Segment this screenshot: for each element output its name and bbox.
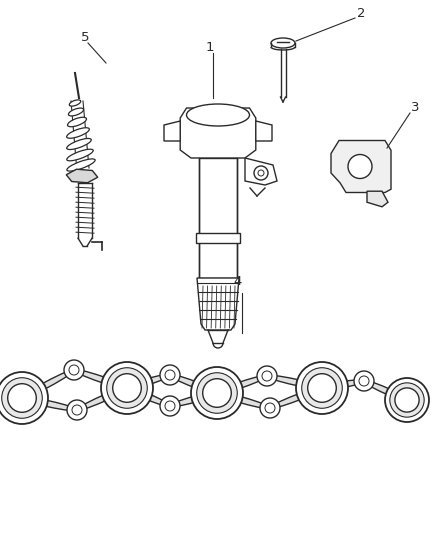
Circle shape	[302, 368, 342, 408]
Circle shape	[359, 376, 369, 386]
Ellipse shape	[271, 38, 295, 48]
Ellipse shape	[69, 100, 81, 106]
Circle shape	[165, 401, 175, 411]
Text: 1: 1	[206, 41, 214, 54]
Polygon shape	[66, 169, 98, 183]
Circle shape	[296, 362, 348, 414]
Polygon shape	[180, 108, 256, 158]
Ellipse shape	[67, 117, 86, 127]
Ellipse shape	[170, 392, 217, 407]
Circle shape	[348, 155, 372, 179]
Polygon shape	[196, 233, 240, 243]
Text: 3: 3	[411, 101, 420, 114]
Circle shape	[2, 378, 42, 418]
Ellipse shape	[322, 380, 364, 389]
Polygon shape	[199, 158, 237, 278]
Circle shape	[72, 405, 82, 415]
Ellipse shape	[74, 369, 127, 389]
Polygon shape	[367, 191, 388, 207]
Circle shape	[203, 379, 231, 407]
Circle shape	[113, 374, 141, 402]
Ellipse shape	[267, 375, 322, 389]
Circle shape	[160, 365, 180, 385]
Circle shape	[165, 370, 175, 380]
Circle shape	[101, 362, 153, 414]
Ellipse shape	[67, 139, 91, 150]
Ellipse shape	[68, 108, 84, 116]
Circle shape	[395, 388, 419, 412]
Circle shape	[390, 383, 424, 417]
Circle shape	[262, 371, 272, 381]
Circle shape	[308, 374, 336, 402]
Ellipse shape	[270, 387, 322, 408]
Circle shape	[257, 366, 277, 386]
Circle shape	[254, 166, 268, 180]
Circle shape	[265, 403, 275, 413]
Text: 5: 5	[81, 31, 89, 44]
Circle shape	[69, 365, 79, 375]
Circle shape	[354, 371, 374, 391]
Polygon shape	[331, 141, 391, 192]
Circle shape	[0, 372, 48, 424]
Polygon shape	[197, 278, 239, 330]
Circle shape	[8, 384, 36, 413]
Ellipse shape	[22, 397, 77, 411]
Circle shape	[67, 400, 87, 420]
Text: 4: 4	[234, 275, 242, 288]
Ellipse shape	[364, 381, 407, 400]
Ellipse shape	[67, 128, 89, 138]
Ellipse shape	[77, 387, 127, 410]
Circle shape	[197, 373, 237, 413]
Ellipse shape	[217, 392, 270, 408]
Ellipse shape	[127, 387, 170, 407]
Circle shape	[385, 378, 429, 422]
Ellipse shape	[170, 375, 217, 393]
Ellipse shape	[67, 149, 93, 161]
Polygon shape	[256, 121, 272, 141]
Text: 2: 2	[357, 7, 365, 20]
Polygon shape	[245, 158, 277, 185]
Ellipse shape	[22, 370, 74, 398]
Ellipse shape	[217, 376, 267, 393]
Circle shape	[260, 398, 280, 418]
Ellipse shape	[127, 374, 170, 389]
Ellipse shape	[187, 104, 250, 126]
Circle shape	[64, 360, 84, 380]
Circle shape	[160, 396, 180, 416]
Circle shape	[191, 367, 243, 419]
Polygon shape	[164, 121, 180, 141]
Circle shape	[258, 170, 264, 176]
Circle shape	[107, 368, 147, 408]
Ellipse shape	[67, 159, 95, 171]
